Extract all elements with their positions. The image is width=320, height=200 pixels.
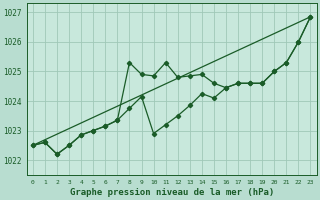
X-axis label: Graphe pression niveau de la mer (hPa): Graphe pression niveau de la mer (hPa) bbox=[69, 188, 274, 197]
